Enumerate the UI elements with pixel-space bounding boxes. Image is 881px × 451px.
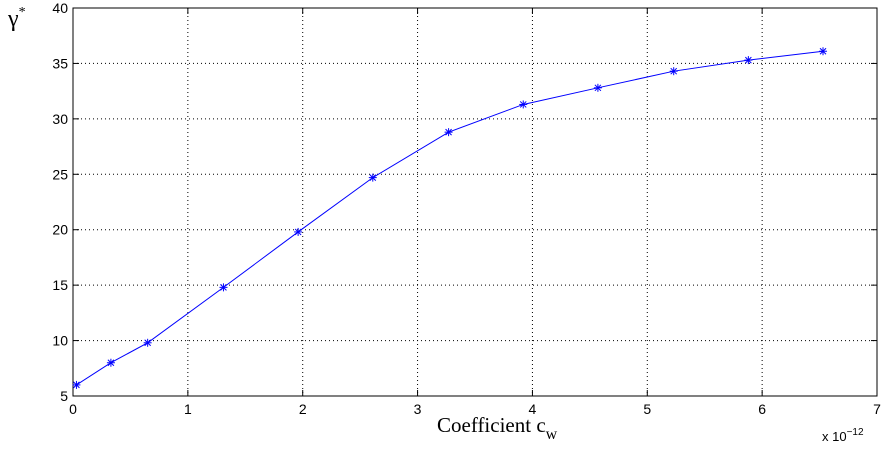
x-axis-label-subscript: w [546,426,558,443]
y-tick-label: 5 [60,388,68,404]
x-tick-label: 1 [184,401,192,417]
y-axis-label: γ* [7,5,26,32]
data-point [593,83,602,92]
data-point [368,173,377,182]
x-tick-label: 7 [873,401,881,417]
y-tick-label: 35 [52,55,68,71]
y-tick-labels: 5 10 15 20 25 30 35 40 [52,0,68,404]
x-tick-label: 0 [69,401,77,417]
x-multiplier-exponent: −12 [847,427,864,438]
data-point [219,283,228,292]
x-axis-label: Coefficient cw [437,413,558,443]
data-point [669,67,678,76]
data-point [72,380,81,389]
series-line [76,50,824,386]
y-tick-label: 15 [52,277,68,293]
x-tick-labels: 0 1 2 3 4 5 6 7 [69,401,881,417]
x-multiplier-label: x 10−12 [822,427,864,444]
x-tick-label: 3 [414,401,422,417]
x-multiplier-base: x 10 [822,429,847,444]
grid-lines [73,8,877,396]
y-tick-label: 10 [52,333,68,349]
data-point [519,100,528,109]
y-tick-label: 25 [52,166,68,182]
y-tick-label: 30 [52,111,68,127]
data-point [744,56,753,65]
data-point [294,227,303,236]
y-tick-label: 40 [52,0,68,16]
y-tick-label: 20 [52,222,68,238]
data-point [444,128,453,137]
plot-background [73,8,877,396]
y-axis-label-superscript: * [19,5,26,20]
x-tick-label: 5 [643,401,651,417]
x-tick-label: 2 [299,401,307,417]
data-point [143,338,152,347]
data-point [819,47,828,56]
x-tick-label: 4 [529,401,537,417]
data-point [106,358,115,367]
y-axis-label-main: γ [7,6,19,32]
axis-ticks [72,7,878,397]
x-tick-label: 6 [758,401,766,417]
x-axis-label-main: Coefficient c [437,413,546,437]
series-group [72,47,828,389]
plot-frame [72,7,878,397]
